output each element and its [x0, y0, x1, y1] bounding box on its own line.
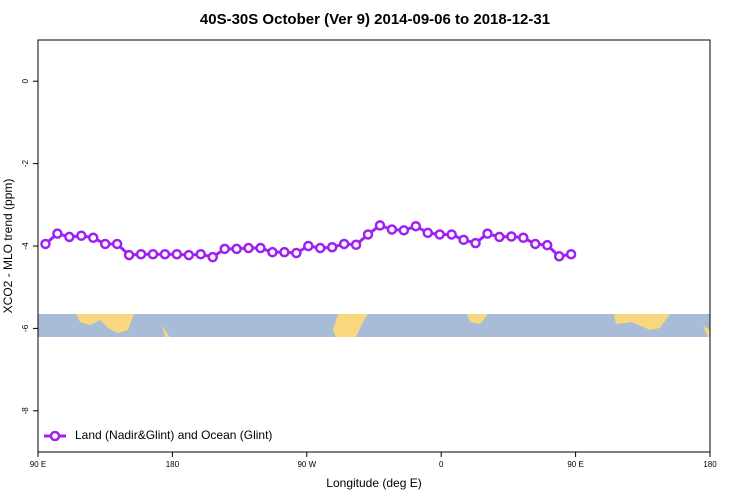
data-point	[314, 242, 326, 254]
legend-label: Land (Nadir&Glint) and Ocean (Glint)	[75, 428, 272, 442]
data-point	[446, 229, 457, 240]
data-point	[506, 231, 517, 242]
data-point	[530, 238, 541, 250]
data-point	[482, 228, 493, 239]
data-point	[470, 237, 481, 249]
x-tick-label: 0	[439, 460, 444, 469]
y-tick-label: -2	[21, 159, 30, 167]
x-tick-label: 180	[703, 460, 717, 469]
x-tick-label: 90 W	[297, 460, 316, 469]
data-point	[338, 238, 350, 250]
data-point	[553, 251, 565, 262]
x-axis-label: Longitude (deg E)	[326, 476, 421, 490]
data-point	[123, 249, 135, 261]
data-point	[76, 230, 87, 241]
data-point	[219, 243, 230, 255]
data-point	[135, 248, 147, 260]
data-point	[255, 242, 266, 254]
data-point	[195, 248, 207, 260]
y-tick-label: 0	[21, 78, 30, 83]
data-point	[231, 243, 242, 255]
x-tick-label: 90 E	[30, 460, 46, 469]
data-point	[398, 225, 410, 236]
data-point	[88, 232, 99, 244]
data-point	[183, 249, 195, 261]
data-point	[326, 241, 338, 253]
y-tick-label: -8	[21, 407, 30, 415]
data-point	[52, 228, 63, 239]
y-tick-label: -6	[21, 324, 30, 332]
data-point	[64, 231, 75, 243]
data-point	[207, 251, 218, 263]
data-point	[422, 227, 434, 239]
data-point	[40, 238, 51, 250]
data-point	[303, 240, 314, 252]
data-point	[350, 239, 362, 251]
data-point	[494, 231, 505, 243]
land-ocean-strip	[38, 314, 710, 337]
data-point	[458, 234, 469, 246]
data-point	[159, 248, 171, 260]
x-tick-label: 90 E	[567, 460, 583, 469]
data-point	[111, 238, 123, 250]
data-point	[99, 238, 111, 250]
data-point	[362, 229, 374, 240]
data-point	[410, 220, 422, 232]
data-point	[147, 248, 159, 260]
y-tick-label: -4	[21, 242, 30, 250]
x-tick-label: 180	[166, 460, 180, 469]
data-point	[374, 220, 386, 231]
data-point	[171, 248, 183, 260]
data-point	[243, 242, 254, 254]
data-point	[565, 248, 577, 260]
data-point	[518, 232, 529, 244]
data-point	[386, 224, 398, 235]
data-point	[279, 246, 290, 258]
data-point	[434, 229, 445, 240]
y-axis-label: XCO2 - MLO trend (ppm)	[1, 179, 15, 314]
data-point	[291, 247, 302, 259]
chart-title: 40S-30S October (Ver 9) 2014-09-06 to 20…	[200, 11, 550, 28]
data-point	[267, 246, 278, 258]
legend-marker	[49, 430, 61, 442]
plot-frame	[37, 39, 711, 453]
data-point	[541, 239, 553, 251]
